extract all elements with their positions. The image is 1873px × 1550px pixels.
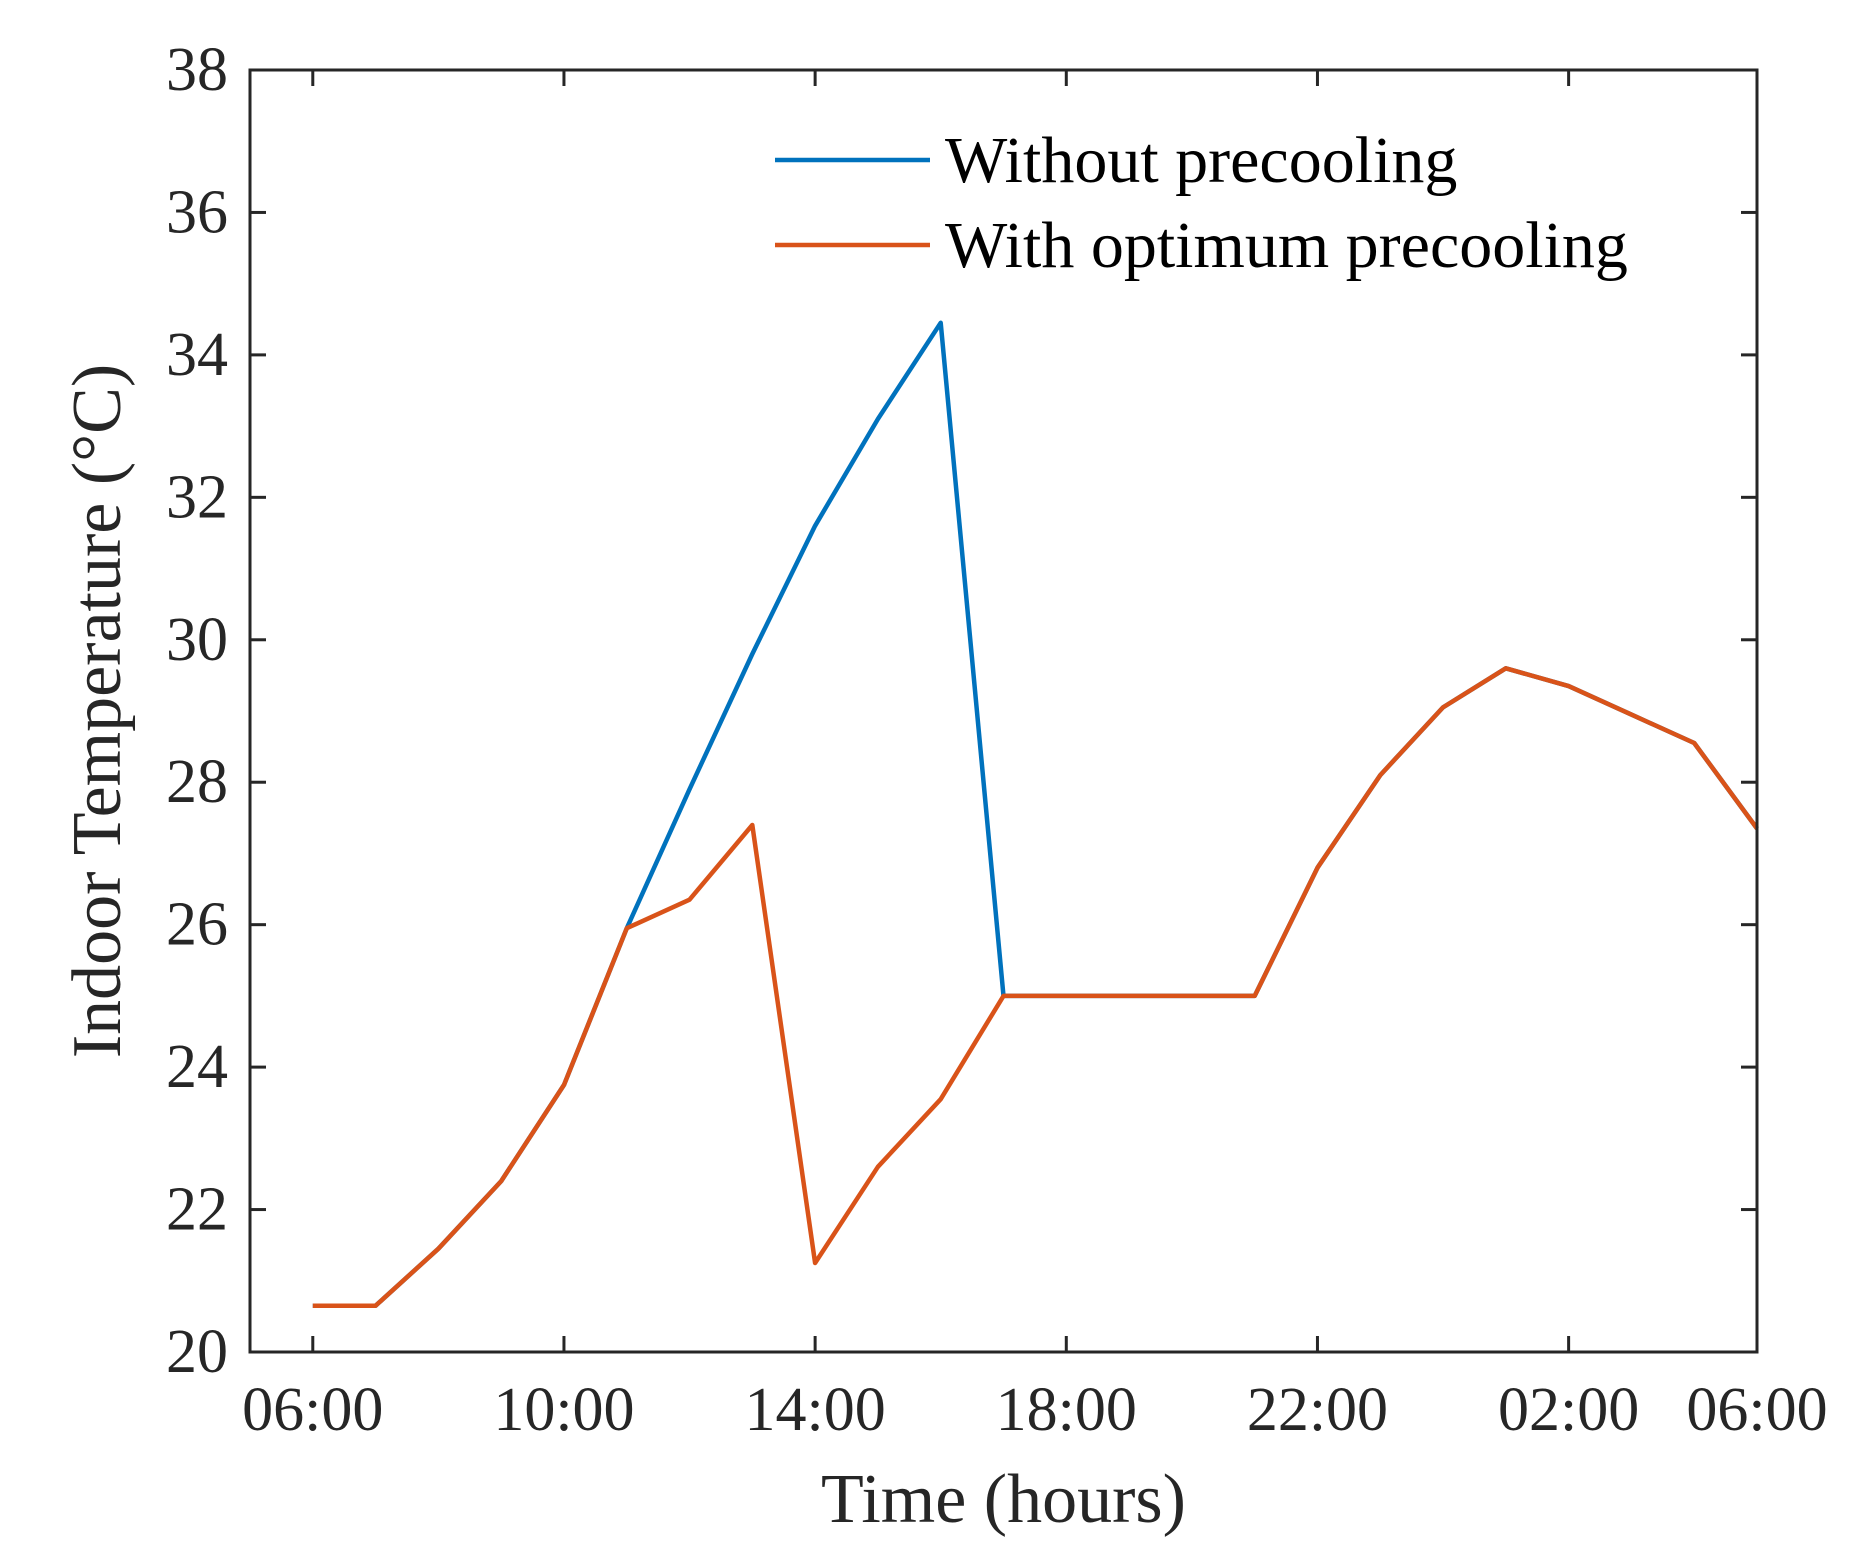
x-tick-label: 18:00: [996, 1376, 1137, 1444]
y-tick-label: 30: [166, 606, 228, 674]
y-tick-label: 26: [166, 891, 228, 959]
y-axis-title: Indoor Temperature (°C): [59, 364, 136, 1058]
x-tick-label: 10:00: [493, 1376, 634, 1444]
x-tick-label: 14:00: [745, 1376, 886, 1444]
x-tick-label: 02:00: [1498, 1376, 1639, 1444]
legend-label: With optimum precooling: [945, 209, 1628, 282]
y-tick-label: 24: [166, 1033, 228, 1101]
ticks-layer: 20 22 24 26 28 30 32 34 36 38 06:00 10:00 14:00 18:00…: [166, 36, 1828, 1444]
y-tick-label: 28: [166, 748, 228, 816]
legend: Without precooling With optimum precoolin…: [775, 124, 1628, 282]
y-tick-label: 36: [166, 178, 228, 246]
y-tick-label: 20: [166, 1318, 228, 1386]
y-tick-label: 34: [166, 321, 228, 389]
y-tick-label: 32: [166, 463, 228, 531]
axes-box: [248, 68, 1759, 1354]
x-tick-label: 22:00: [1247, 1376, 1388, 1444]
y-tick-label: 38: [166, 36, 228, 104]
x-tick-label: 06:00: [1686, 1376, 1827, 1444]
series-layer: [312, 320, 1759, 1308]
series-line-2: [312, 666, 1759, 1308]
y-tick-label: 22: [166, 1176, 228, 1244]
legend-label: Without precooling: [945, 124, 1457, 197]
x-axis-title: Time (hours): [821, 1461, 1186, 1538]
x-tick-label: 06:00: [242, 1376, 383, 1444]
